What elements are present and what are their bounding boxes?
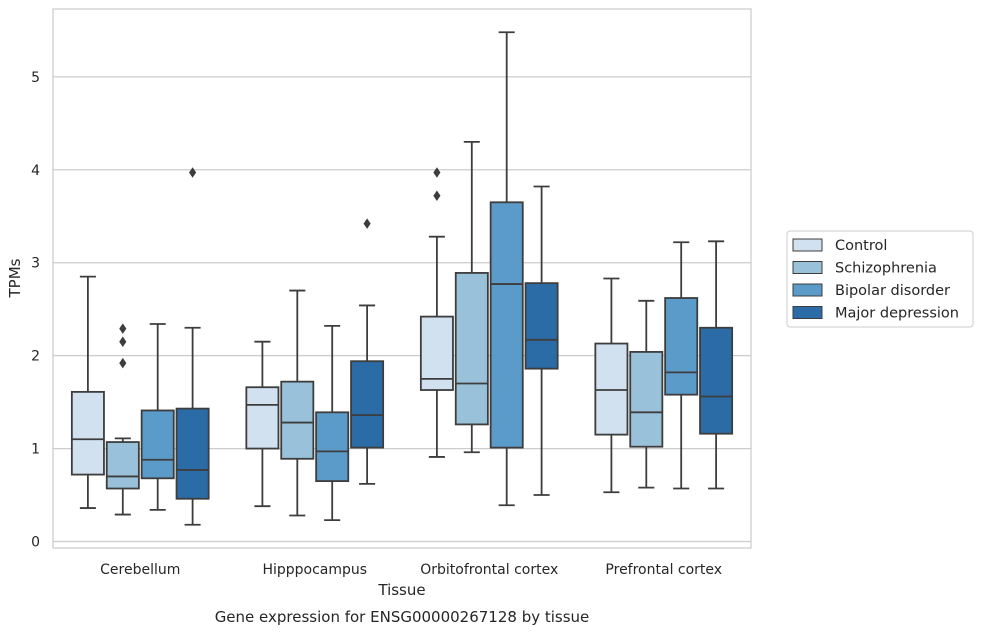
x-tick-label: Hipppocampus: [262, 562, 367, 578]
box: [350, 360, 385, 449]
box-control-2: [419, 167, 454, 458]
outlier-point: [119, 336, 127, 347]
box: [315, 411, 350, 482]
box: [280, 380, 315, 460]
outlier-point: [189, 167, 197, 178]
x-tick-label: Orbitofrontal cortex: [420, 562, 558, 578]
box: [140, 409, 175, 480]
legend-swatch: [792, 283, 823, 297]
box-schizophrenia-0: [105, 323, 140, 516]
box: [454, 272, 489, 426]
y-tick-label: 0: [31, 534, 40, 550]
box-control-3: [594, 277, 629, 494]
x-axis-label: Tissue: [377, 581, 425, 599]
box: [105, 441, 140, 490]
plot-frame: [52, 8, 752, 549]
legend-swatch: [792, 261, 823, 274]
box-schizophrenia-2: [454, 140, 489, 454]
box: [175, 407, 210, 500]
outlier-point: [433, 167, 441, 178]
box: [524, 282, 559, 370]
box-major-depression-2: [524, 185, 559, 496]
outlier-point: [363, 218, 371, 229]
y-tick-label: 3: [31, 256, 40, 272]
box-control-1: [245, 340, 280, 508]
y-tick-label: 1: [31, 442, 40, 458]
box: [699, 326, 734, 435]
legend-swatch: [792, 238, 823, 252]
outlier-point: [119, 323, 127, 334]
x-tick-labels: Cerebellum Hipppocampus Orbitofrontal cort…: [100, 562, 722, 578]
box-bipolar-disorder-0: [140, 323, 175, 511]
legend-label: Bipolar disorder: [835, 283, 950, 299]
legend-label: Major depression: [835, 306, 959, 322]
legend-label: Control: [835, 238, 887, 254]
y-tick-label: 4: [31, 163, 40, 179]
box-control-0: [70, 275, 105, 509]
box: [70, 390, 105, 476]
box: [594, 342, 629, 436]
box: [489, 201, 524, 449]
box: [664, 297, 699, 396]
legend: Control Schizophrenia Bipolar disorder Majo…: [786, 230, 974, 328]
box-schizophrenia-3: [629, 299, 664, 489]
box: [419, 315, 454, 391]
legend-frame: [786, 230, 974, 328]
legend-label: Schizophrenia: [835, 261, 937, 277]
box: [629, 351, 664, 448]
box: [245, 386, 280, 450]
y-tick-label: 2: [31, 349, 40, 365]
box-major-depression-1: [350, 218, 385, 485]
box-major-depression-3: [699, 240, 734, 490]
chart-caption: Gene expression for ENSG00000267128 by t…: [215, 608, 590, 626]
box-schizophrenia-1: [280, 289, 315, 517]
y-axis-label: TPMs: [6, 258, 24, 298]
box-bipolar-disorder-3: [664, 241, 699, 490]
y-tick-labels: 0 1 2 3 4 5: [31, 70, 40, 551]
box-bipolar-disorder-1: [315, 324, 350, 522]
x-tick-label: Cerebellum: [100, 562, 180, 578]
outlier-point: [433, 190, 441, 202]
box-groups: [70, 31, 734, 526]
y-tick-label: 5: [31, 70, 40, 86]
x-tick-label: Prefrontal cortex: [605, 562, 722, 578]
legend-swatch: [792, 306, 823, 319]
box-bipolar-disorder-2: [489, 31, 524, 507]
outlier-point: [119, 357, 127, 369]
box-major-depression-0: [175, 167, 210, 526]
